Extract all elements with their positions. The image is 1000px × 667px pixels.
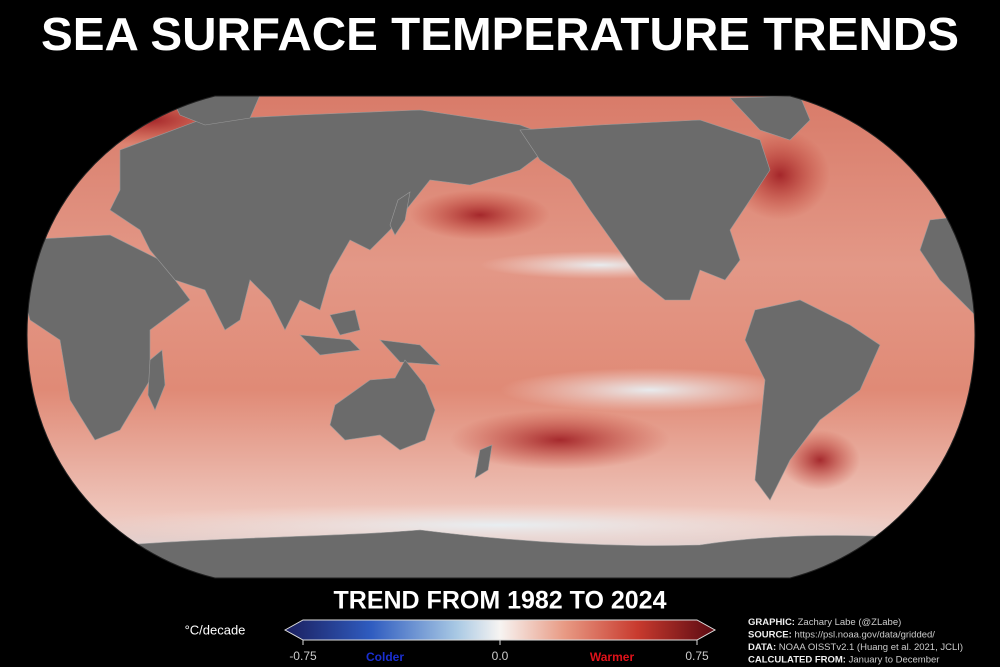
warmer-label: Warmer xyxy=(590,650,635,664)
credit-label: GRAPHIC: xyxy=(748,617,795,628)
credit-label: SOURCE: xyxy=(748,629,792,640)
credit-line: CALCULATED FROM: January to December xyxy=(748,654,939,665)
land xyxy=(474,444,493,479)
hot-spot xyxy=(450,410,670,470)
cool-band xyxy=(80,503,920,547)
colorbar-tick-label: 0.75 xyxy=(685,649,709,663)
land xyxy=(329,359,436,451)
credit-text: https://psl.noaa.gov/data/gridded/ xyxy=(794,629,935,640)
credit-line: DATA: NOAA OISSTv2.1 (Huang et al. 2021,… xyxy=(748,642,963,653)
map xyxy=(27,96,975,578)
credit-text: NOAA OISSTv2.1 (Huang et al. 2021, JCLI) xyxy=(779,642,963,653)
credit-label: DATA: xyxy=(748,642,776,653)
colder-label: Colder xyxy=(366,650,404,664)
land xyxy=(519,119,771,301)
colorbar-title: TREND FROM 1982 TO 2024 xyxy=(334,587,667,615)
credit-line: GRAPHIC: Zachary Labe (@ZLabe) xyxy=(748,617,901,628)
land xyxy=(744,299,881,501)
colorbar-unit: °C/decade xyxy=(185,622,246,637)
credits: GRAPHIC: Zachary Labe (@ZLabe)SOURCE: ht… xyxy=(748,617,963,666)
colorbar-ticks: -0.75 0.0 0.75 xyxy=(289,640,709,663)
land xyxy=(299,334,361,356)
land xyxy=(389,191,411,236)
colorbar-tick-label: 0.0 xyxy=(492,649,509,663)
credit-text: January to December xyxy=(849,654,940,665)
land xyxy=(147,349,166,411)
credit-line: SOURCE: https://psl.noaa.gov/data/gridde… xyxy=(748,629,935,640)
colorbar-tick-label: -0.75 xyxy=(289,649,317,663)
credit-text: Zachary Labe (@ZLabe) xyxy=(798,617,902,628)
land xyxy=(329,309,361,336)
credit-label: CALCULATED FROM: xyxy=(748,654,846,665)
land xyxy=(379,339,441,366)
hot-spot xyxy=(410,190,550,240)
colorbar xyxy=(283,619,717,641)
map-outline xyxy=(26,95,976,579)
cool-band xyxy=(500,368,800,412)
title: SEA SURFACE TEMPERATURE TRENDS xyxy=(41,8,959,60)
